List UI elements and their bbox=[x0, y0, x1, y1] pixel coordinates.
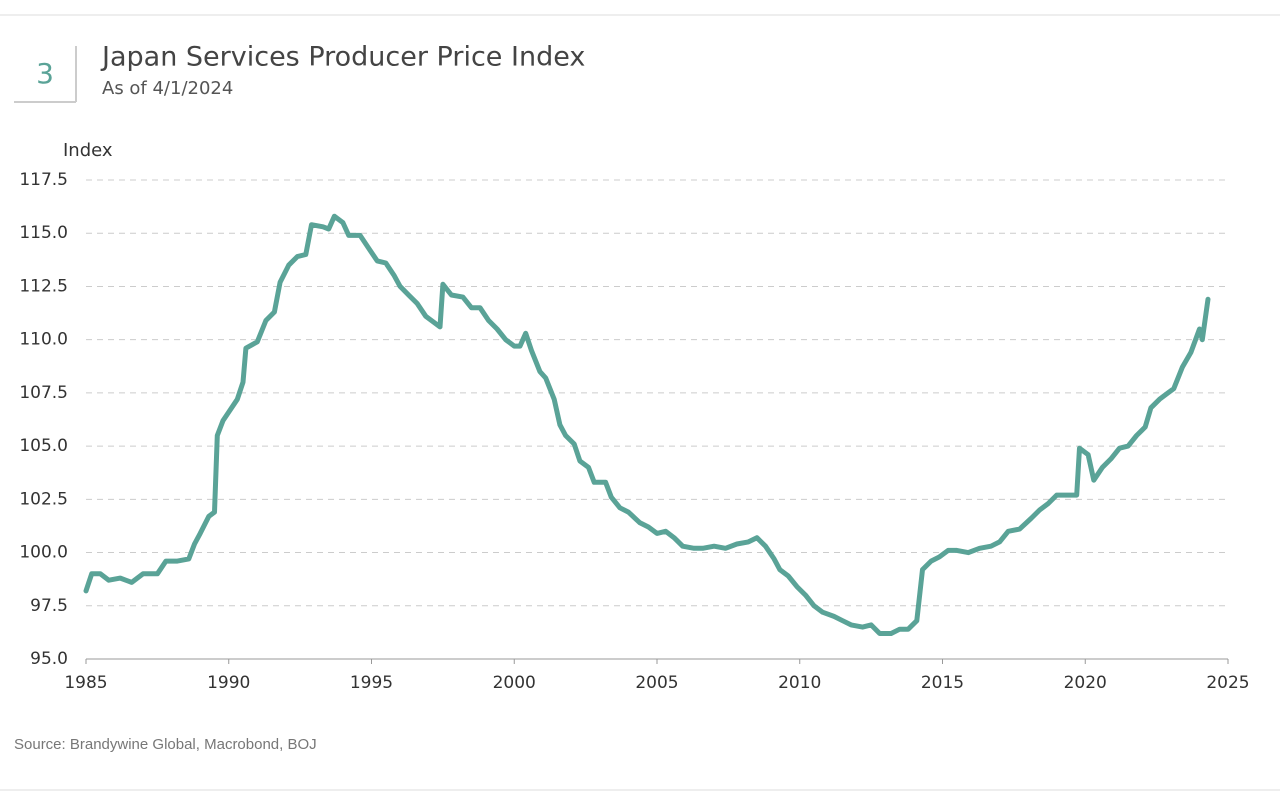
y-axis-label: Index bbox=[63, 140, 113, 161]
x-tick-label: 1990 bbox=[207, 673, 250, 693]
line-series bbox=[83, 213, 1211, 636]
y-tick-label: 110.0 bbox=[19, 330, 68, 350]
badge: 3 bbox=[36, 57, 54, 90]
y-tick-label: 105.0 bbox=[19, 436, 68, 456]
x-tick-label: 1995 bbox=[350, 673, 393, 693]
y-tick-label: 97.5 bbox=[30, 596, 68, 616]
x-tick-label: 2005 bbox=[635, 673, 678, 693]
chart-subtitle: As of 4/1/2024 bbox=[102, 78, 233, 99]
y-tick-label: 95.0 bbox=[30, 649, 68, 669]
x-tick-label: 2020 bbox=[1064, 673, 1107, 693]
y-tick-label: 117.5 bbox=[19, 170, 68, 190]
x-tick-label: 1985 bbox=[64, 673, 107, 693]
x-tick-label: 2015 bbox=[921, 673, 964, 693]
x-tick-label: 2025 bbox=[1206, 673, 1249, 693]
x-tick-label: 2000 bbox=[493, 673, 536, 693]
y-tick-label: 102.5 bbox=[19, 489, 68, 509]
y-tick-label: 115.0 bbox=[19, 223, 68, 243]
chart-title: Japan Services Producer Price Index bbox=[100, 42, 585, 73]
y-tick-label: 100.0 bbox=[19, 543, 68, 563]
y-tick-label: 107.5 bbox=[19, 383, 68, 403]
x-tick-label: 2010 bbox=[778, 673, 821, 693]
source: Source: Brandywine Global, Macrobond, BO… bbox=[14, 736, 317, 753]
y-tick-label: 112.5 bbox=[19, 276, 68, 296]
